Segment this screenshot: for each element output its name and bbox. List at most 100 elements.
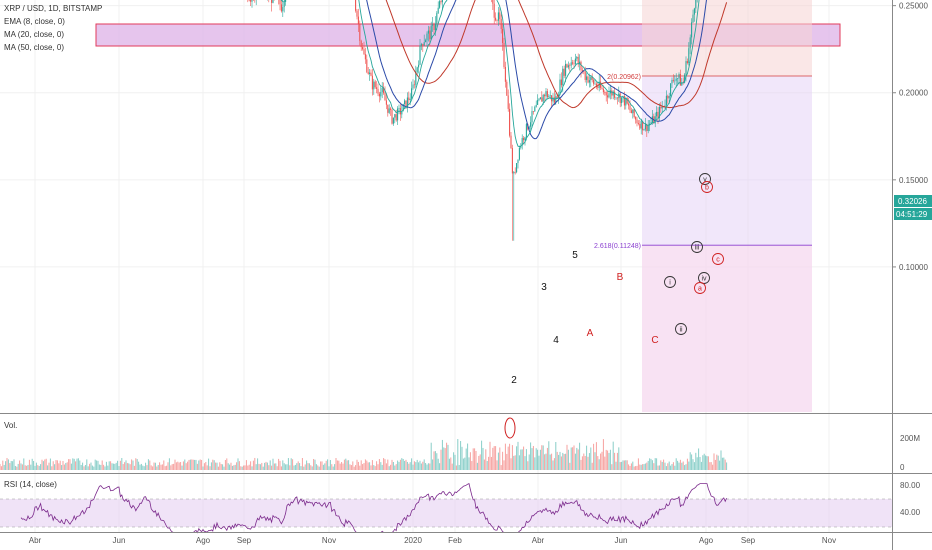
- volume-bar: [504, 443, 506, 470]
- time-tick-label: Ago: [699, 536, 714, 545]
- volume-bar: [210, 462, 212, 470]
- volume-bar: [441, 439, 443, 470]
- candle-body: [439, 1, 441, 8]
- time-axis[interactable]: Abr Jun Ago Sep Nov 2020 Feb Abr Jun Ago Sep Nov: [29, 536, 836, 545]
- volume-bar: [517, 441, 519, 470]
- candle-body: [513, 171, 515, 174]
- volume-bar: [401, 458, 403, 470]
- volume-bar: [69, 459, 71, 470]
- wave-circle-label: iii: [695, 245, 700, 252]
- volume-bar: [713, 453, 715, 470]
- volume-bar: [437, 458, 439, 470]
- volume-bar: [616, 452, 618, 470]
- volume-bar: [481, 440, 483, 470]
- volume-bar: [227, 463, 229, 470]
- volume-bar: [569, 462, 571, 470]
- volume-bar: [467, 443, 469, 470]
- volume-bar: [558, 454, 560, 470]
- volume-bar: [465, 448, 467, 470]
- volume-bar: [202, 466, 204, 470]
- candle-body: [539, 97, 541, 100]
- chart-legend[interactable]: XRP / USD, 1D, BITSTAMP EMA (8, close, 0…: [4, 4, 102, 489]
- volume-bar: [40, 464, 42, 470]
- volume-bar: [359, 465, 361, 470]
- volume-bar: [636, 465, 638, 470]
- volume-bar: [343, 459, 345, 470]
- candle-body: [644, 124, 646, 130]
- candle-body: [437, 7, 439, 14]
- volume-bar: [334, 464, 336, 470]
- volume-bar: [482, 447, 484, 470]
- volume-bar: [174, 459, 176, 470]
- candle-body: [629, 105, 631, 111]
- candle-body: [587, 76, 589, 83]
- volume-bar: [594, 452, 596, 470]
- volume-bar: [394, 465, 396, 470]
- volume-bar: [418, 462, 420, 470]
- candle-body: [401, 111, 403, 115]
- candle-body: [661, 106, 663, 109]
- volume-bar: [276, 466, 278, 470]
- candle-body: [377, 88, 379, 94]
- volume-bar: [315, 464, 317, 470]
- volume-bar: [535, 448, 537, 470]
- volume-bar: [642, 464, 644, 470]
- volume-bar: [138, 461, 140, 470]
- candle-body: [548, 96, 550, 98]
- volume-bar: [129, 464, 131, 470]
- volume-bar: [2, 460, 4, 470]
- candle-body: [525, 123, 527, 138]
- volume-bar: [205, 461, 207, 470]
- volume-bar: [321, 461, 323, 470]
- candle-body: [681, 82, 683, 86]
- volume-bar: [548, 441, 550, 470]
- volume-bar: [322, 464, 324, 470]
- volume-bar: [593, 443, 595, 470]
- volume-bar: [720, 450, 722, 470]
- volume-bar: [132, 460, 134, 470]
- volume-bar: [684, 465, 686, 470]
- candle-body: [650, 122, 652, 124]
- candle-body: [639, 123, 641, 129]
- volume-bar: [173, 463, 175, 470]
- volume-tick-200m: 200M: [900, 434, 920, 443]
- volume-bar: [98, 464, 100, 470]
- candle-body: [405, 100, 407, 108]
- candle-body: [378, 93, 380, 97]
- candle-body: [390, 108, 392, 110]
- volume-bar: [580, 459, 582, 470]
- volume-bar: [577, 449, 579, 470]
- volume-bar: [476, 462, 478, 470]
- volume-bar: [453, 452, 455, 470]
- volume-bar: [660, 460, 662, 470]
- volume-bar: [398, 461, 400, 470]
- volume-bar: [625, 460, 627, 470]
- candle-body: [413, 84, 415, 86]
- volume-bar: [192, 459, 194, 470]
- volume-bar: [388, 466, 390, 470]
- price-axis[interactable]: 0.550000.500000.450000.400000.350000.300…: [892, 0, 928, 272]
- candle-body: [559, 79, 561, 95]
- volume-bar: [674, 465, 676, 470]
- volume-bar: [56, 460, 58, 470]
- candle-body: [621, 97, 623, 103]
- volume-bar: [199, 459, 201, 470]
- volume-bar: [518, 455, 520, 470]
- volume-bar: [14, 465, 16, 470]
- volume-bar: [420, 463, 422, 470]
- volume-bar: [419, 460, 421, 470]
- candle-body: [616, 97, 618, 99]
- candle-body: [357, 16, 359, 24]
- volume-bar: [551, 453, 553, 470]
- fibonacci-extension[interactable]: 0(0.52399)0.236(0.48689)0.382(0.46394)0.…: [594, 0, 835, 412]
- volume-bar: [572, 447, 574, 470]
- volume-bar: [117, 460, 119, 470]
- volume-bar: [272, 458, 274, 470]
- volume-pane[interactable]: [0, 415, 892, 473]
- volume-bar: [450, 457, 452, 470]
- candle-body: [656, 111, 658, 117]
- volume-bar: [412, 464, 414, 470]
- candle-body: [625, 97, 627, 106]
- volume-bar: [325, 460, 327, 470]
